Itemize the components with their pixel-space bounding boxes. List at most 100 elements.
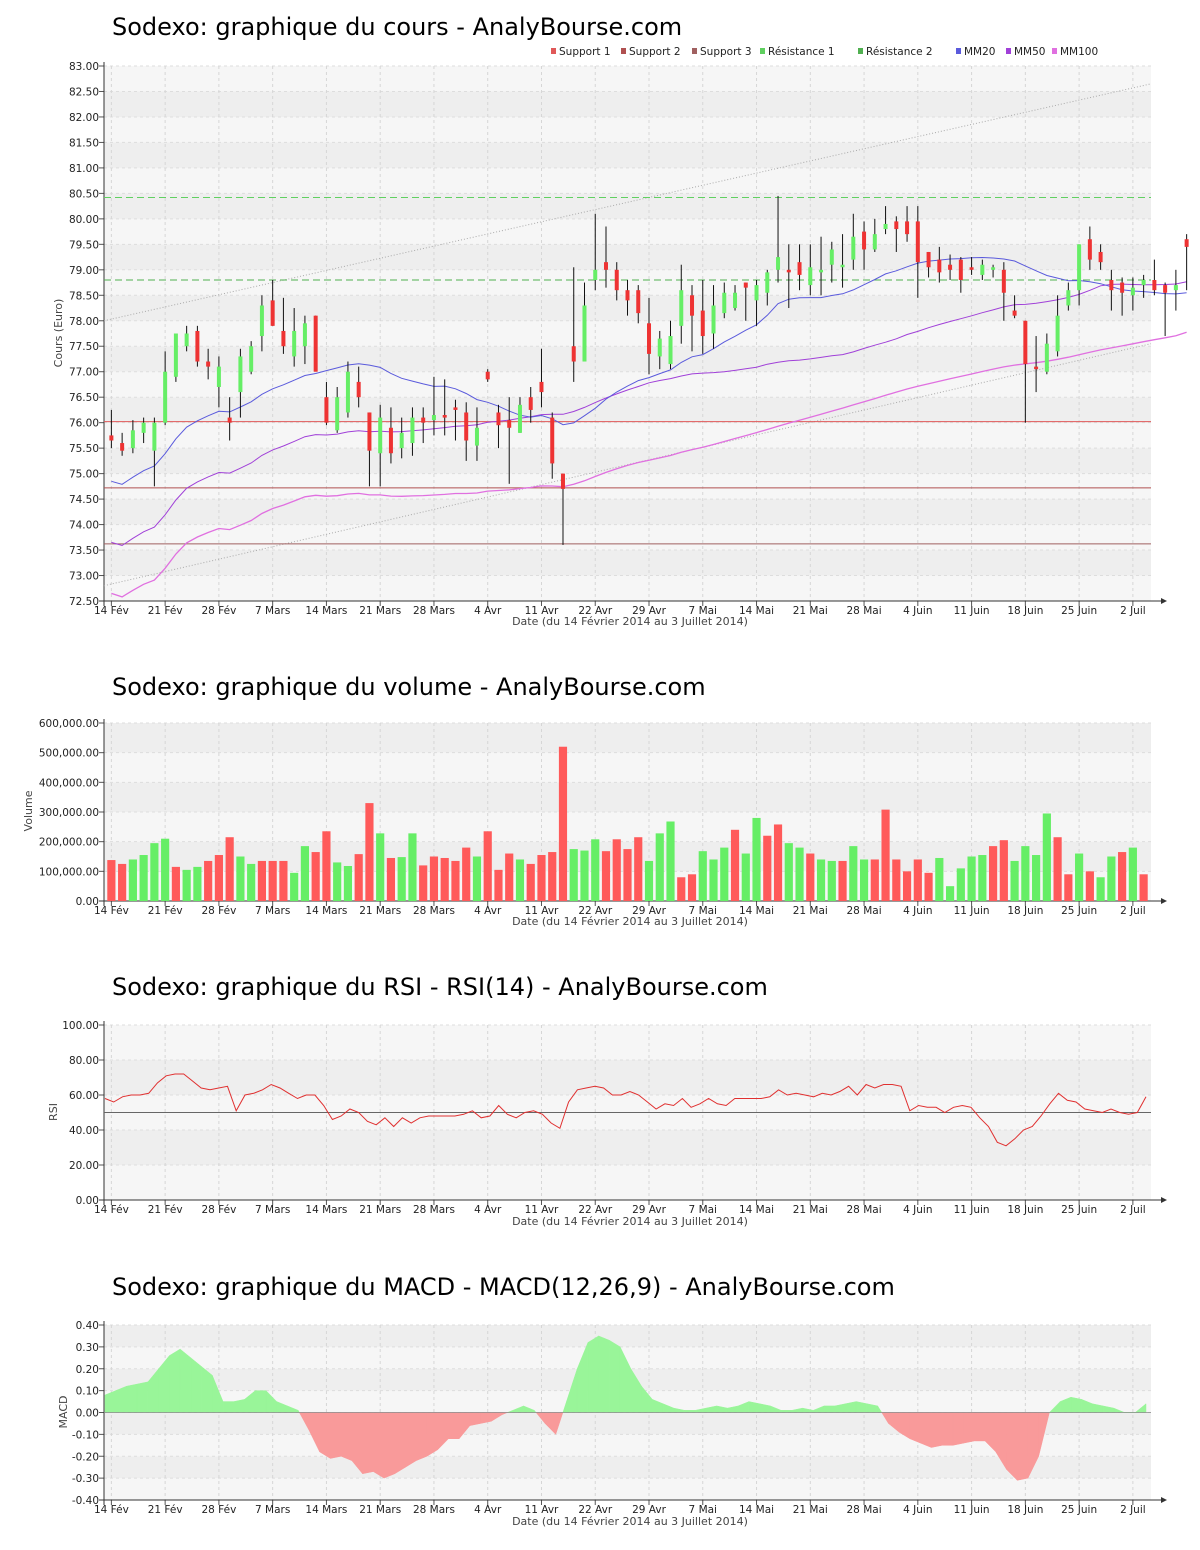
volume-bar bbox=[956, 868, 965, 901]
price-y-tick-label: 78.00 bbox=[69, 316, 99, 328]
price-grid-band bbox=[104, 320, 1151, 347]
price-x-tick-label: 28 Mai bbox=[847, 605, 882, 617]
candle-body bbox=[1055, 315, 1060, 352]
price-grid-band bbox=[104, 91, 1151, 117]
macd-y-tick-label: 0.20 bbox=[76, 1364, 99, 1376]
candle-body bbox=[603, 262, 608, 270]
macd-area-segment bbox=[480, 1412, 492, 1424]
macd-x-tick-label: 7 Mars bbox=[255, 1504, 290, 1516]
volume-x-tick-label: 4 Avr bbox=[474, 905, 502, 917]
volume-bar bbox=[816, 859, 826, 901]
volume-bar bbox=[279, 860, 288, 901]
volume-y-tick-label: 400,000.00 bbox=[39, 777, 99, 789]
rsi-grid-band bbox=[104, 1025, 1151, 1060]
candle-body bbox=[872, 234, 877, 250]
price-y-tick-label: 74.50 bbox=[69, 494, 99, 506]
price-x-tick-label: 4 Avr bbox=[474, 605, 502, 617]
rsi-x-tick-label: 7 Mai bbox=[689, 1204, 717, 1216]
price-x-tick-label: 28 Mars bbox=[413, 605, 455, 617]
legend-swatch bbox=[956, 48, 961, 54]
candle-body bbox=[862, 231, 867, 250]
macd-y-tick-label: -0.20 bbox=[72, 1451, 99, 1463]
rsi-x-tick-label: 11 Juin bbox=[954, 1204, 990, 1216]
candle-body bbox=[1066, 290, 1071, 306]
macd-area-segment bbox=[823, 1405, 836, 1413]
volume-bar bbox=[376, 833, 385, 901]
price-y-tick-label: 81.00 bbox=[69, 163, 99, 175]
price-x-tick-label: 22 Avr bbox=[578, 605, 612, 617]
legend-swatch bbox=[621, 48, 626, 54]
candle-body bbox=[249, 346, 254, 372]
volume-bar bbox=[591, 839, 600, 901]
volume-bar bbox=[472, 856, 482, 901]
legend-label: Support 1 bbox=[559, 46, 611, 58]
volume-bar bbox=[161, 838, 170, 901]
rsi-y-tick-label: 60.00 bbox=[69, 1090, 99, 1102]
legend-swatch bbox=[760, 48, 765, 54]
volume-bar bbox=[462, 847, 471, 901]
candle-body bbox=[776, 257, 781, 270]
candle-body bbox=[668, 336, 673, 365]
volume-panel: Sodexo: graphique du volume - AnalyBours… bbox=[22, 673, 1167, 928]
candle-body bbox=[958, 259, 963, 280]
candle-body bbox=[378, 417, 383, 454]
candle-body bbox=[442, 415, 447, 418]
price-grid-band bbox=[104, 550, 1151, 576]
rsi-x-tick-label: 28 Mai bbox=[847, 1204, 882, 1216]
macd-x-tick-label: 22 Avr bbox=[578, 1504, 612, 1516]
volume-x-tick-label: 11 Avr bbox=[525, 905, 559, 917]
volume-x-tick-label: 28 Mars bbox=[413, 905, 455, 917]
volume-bar bbox=[1096, 877, 1105, 901]
rsi-x-tick-label: 14 Mars bbox=[305, 1204, 347, 1216]
legend-swatch bbox=[858, 48, 863, 54]
volume-bar bbox=[1053, 837, 1062, 901]
volume-bar bbox=[419, 865, 428, 901]
price-grid-band bbox=[104, 116, 1151, 143]
volume-bar bbox=[806, 853, 815, 901]
candle-body bbox=[819, 269, 824, 273]
macd-x-axis-label: Date (du 14 Février 2014 au 3 Juillet 20… bbox=[512, 1515, 748, 1528]
volume-bar bbox=[773, 824, 783, 901]
macd-y-tick-label: -0.30 bbox=[72, 1473, 99, 1485]
macd-area-segment bbox=[373, 1412, 385, 1479]
candle-body bbox=[690, 295, 695, 316]
volume-y-tick-label: 300,000.00 bbox=[39, 807, 99, 819]
macd-area-segment bbox=[426, 1412, 438, 1457]
volume-bar bbox=[902, 871, 912, 901]
macd-x-tick-label: 29 Avr bbox=[632, 1504, 666, 1516]
candle-body bbox=[270, 300, 275, 326]
volume-bar bbox=[720, 847, 729, 901]
candle-body bbox=[593, 269, 598, 280]
macd-area-segment bbox=[469, 1412, 481, 1426]
volume-bar bbox=[118, 863, 127, 901]
macd-grid-band bbox=[104, 1456, 1151, 1479]
price-x-tick-label: 14 Fév bbox=[94, 605, 129, 617]
candle-body bbox=[1141, 280, 1146, 286]
macd-grid-band bbox=[104, 1478, 1151, 1500]
macd-x-tick-label: 21 Mai bbox=[793, 1504, 828, 1516]
volume-bar bbox=[849, 846, 858, 901]
candle-body bbox=[227, 417, 232, 423]
macd-area-segment bbox=[931, 1412, 943, 1448]
price-grid-band bbox=[104, 473, 1151, 500]
price-x-tick-label: 29 Avr bbox=[632, 605, 666, 617]
volume-bar bbox=[1064, 874, 1073, 901]
volume-grid-band bbox=[104, 812, 1151, 842]
price-legend: Support 1 Support 2 Support 3 Résistance 1 R… bbox=[551, 46, 1098, 58]
candle-body bbox=[948, 264, 953, 270]
price-plot-area: 72.50 73.00 73.50 74.00 74.50 75.00 75.50 76.00… bbox=[69, 61, 1189, 617]
candle-body bbox=[550, 417, 555, 464]
candle-body bbox=[625, 290, 630, 301]
rsi-x-tick-label: 11 Avr bbox=[525, 1204, 559, 1216]
candle-body bbox=[399, 432, 404, 449]
macd-area-segment bbox=[941, 1412, 954, 1446]
macd-x-tick-label: 18 Juin bbox=[1007, 1504, 1043, 1516]
candle-body bbox=[733, 292, 738, 309]
rsi-x-tick-label: 29 Avr bbox=[632, 1204, 666, 1216]
price-y-tick-label: 83.00 bbox=[69, 61, 99, 73]
volume-bar bbox=[397, 857, 406, 901]
volume-x-tick-label: 21 Mars bbox=[359, 905, 401, 917]
price-x-tick-label: 11 Avr bbox=[525, 605, 559, 617]
macd-area-segment bbox=[179, 1348, 192, 1413]
